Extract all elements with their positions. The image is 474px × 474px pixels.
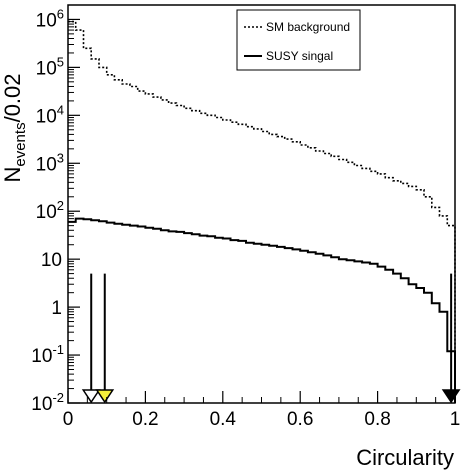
y-tick-label-7: 105: [36, 54, 64, 79]
x-tick-label-4: 0.8: [364, 409, 390, 430]
legend: SM background SUSY singal: [236, 9, 361, 71]
y-tick-label-5: 103: [36, 150, 64, 175]
y-tick-label-3: 10: [41, 250, 62, 271]
y-axis-label-main: N: [0, 167, 25, 183]
series-layer: [68, 20, 456, 403]
legend-label-sm: SM background: [266, 20, 350, 34]
legend-label-susy: SUSY singal: [266, 49, 333, 63]
svg-text:Nevents/0.02: Nevents/0.02: [0, 73, 29, 182]
y-axis-label: Nevents/0.02: [0, 73, 29, 182]
y-tick-label-2: 1: [51, 298, 62, 319]
axes-layer: 0 0.2 0.4 0.6 0.8 1 10-2 10-1 1 10 102 103 104 105 106: [31, 4, 461, 430]
series-sm-background: [68, 20, 456, 403]
y-tick-label-8: 106: [36, 6, 64, 31]
x-tick-label-5: 1: [450, 409, 461, 430]
x-tick-label-2: 0.4: [210, 409, 237, 430]
y-tick-label-4: 102: [36, 198, 64, 223]
x-axis-label: Circularity: [356, 445, 454, 470]
y-axis-label-suffix: /0.02: [0, 73, 25, 122]
x-tick-label-0: 0: [63, 409, 74, 430]
cut-arrow-head-1: [95, 389, 115, 404]
y-tick-label-1: 10-1: [31, 342, 64, 367]
cut-arrow-head-0: [81, 389, 101, 404]
y-axis-label-sub: events: [12, 122, 29, 166]
y-tick-label-6: 104: [36, 102, 64, 127]
x-tick-label-3: 0.6: [287, 409, 313, 430]
x-tick-label-1: 0.2: [132, 409, 158, 430]
plot-background: [68, 5, 455, 403]
plot-area: [68, 5, 455, 403]
y-tick-label-0: 10-2: [31, 390, 64, 415]
series-susy-signal: [68, 217, 456, 403]
legend-box: [236, 9, 361, 71]
